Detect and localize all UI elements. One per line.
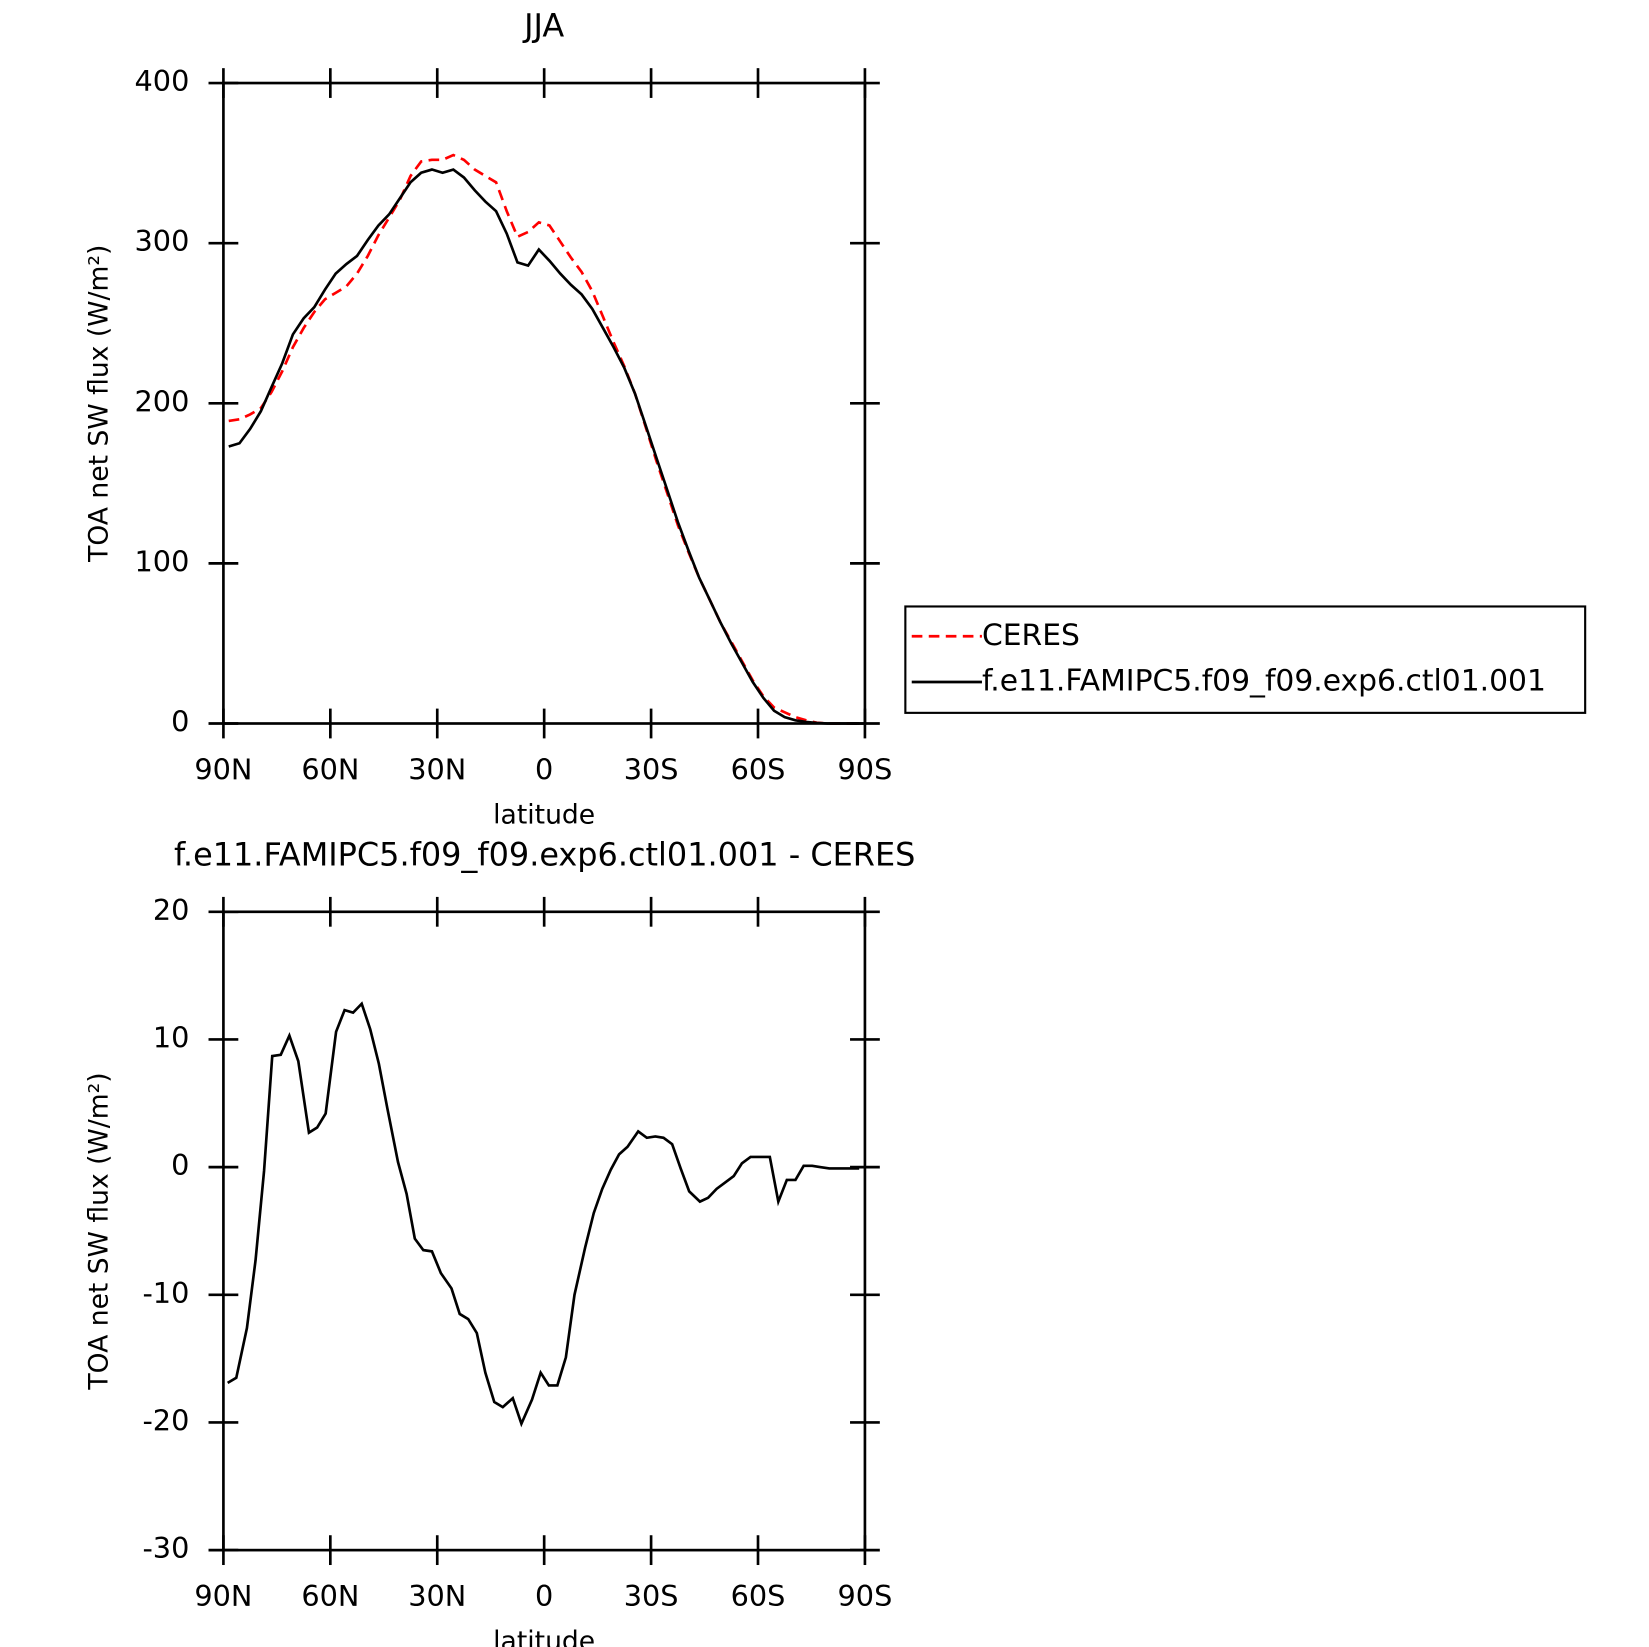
x-axis-label: latitude xyxy=(493,800,595,831)
data-line xyxy=(228,168,860,725)
chart-title: f.e11.FAMIPC5.f09_f09.exp6.ctl01.001 - C… xyxy=(174,835,915,873)
legend-label: f.e11.FAMIPC5.f09_f09.exp6.ctl01.001 xyxy=(982,664,1546,699)
y-tick-label: 20 xyxy=(153,893,190,927)
legend-box xyxy=(904,605,1587,714)
x-tick-label: 0 xyxy=(535,752,553,786)
y-tick-label: 0 xyxy=(171,704,189,738)
y-tick-label: 400 xyxy=(135,64,190,98)
x-tick-label: 30S xyxy=(624,752,679,786)
y-tick-label: 100 xyxy=(135,544,190,578)
chart-title: JJA xyxy=(522,7,564,45)
y-tick-label: -20 xyxy=(142,1403,189,1437)
legend-label: CERES xyxy=(982,618,1080,653)
y-tick-label: -30 xyxy=(142,1531,189,1565)
plot-frame xyxy=(222,81,867,725)
y-tick-label: 10 xyxy=(153,1020,190,1054)
x-tick-label: 60N xyxy=(301,1579,359,1613)
x-tick-label: 90N xyxy=(194,752,252,786)
x-axis-label: latitude xyxy=(493,1626,595,1647)
x-tick-label: 30S xyxy=(624,1579,679,1613)
data-line xyxy=(226,1001,860,1428)
x-tick-label: 60S xyxy=(731,752,786,786)
y-tick-label: 0 xyxy=(171,1148,189,1182)
x-tick-label: 90S xyxy=(838,1579,893,1613)
data-line xyxy=(228,153,860,725)
y-axis-label: TOA net SW flux (W/m²) xyxy=(84,245,115,563)
y-tick-label: 200 xyxy=(135,384,190,418)
x-tick-label: 30N xyxy=(408,1579,466,1613)
x-tick-label: 90N xyxy=(194,1579,252,1613)
x-tick-label: 60N xyxy=(301,752,359,786)
x-tick-label: 30N xyxy=(408,752,466,786)
plot-frame xyxy=(222,910,867,1552)
x-tick-label: 90S xyxy=(838,752,893,786)
x-tick-label: 0 xyxy=(535,1579,553,1613)
y-tick-label: -10 xyxy=(142,1276,189,1310)
x-tick-label: 60S xyxy=(731,1579,786,1613)
y-tick-label: 300 xyxy=(135,224,190,258)
y-axis-label: TOA net SW flux (W/m²) xyxy=(84,1072,115,1390)
